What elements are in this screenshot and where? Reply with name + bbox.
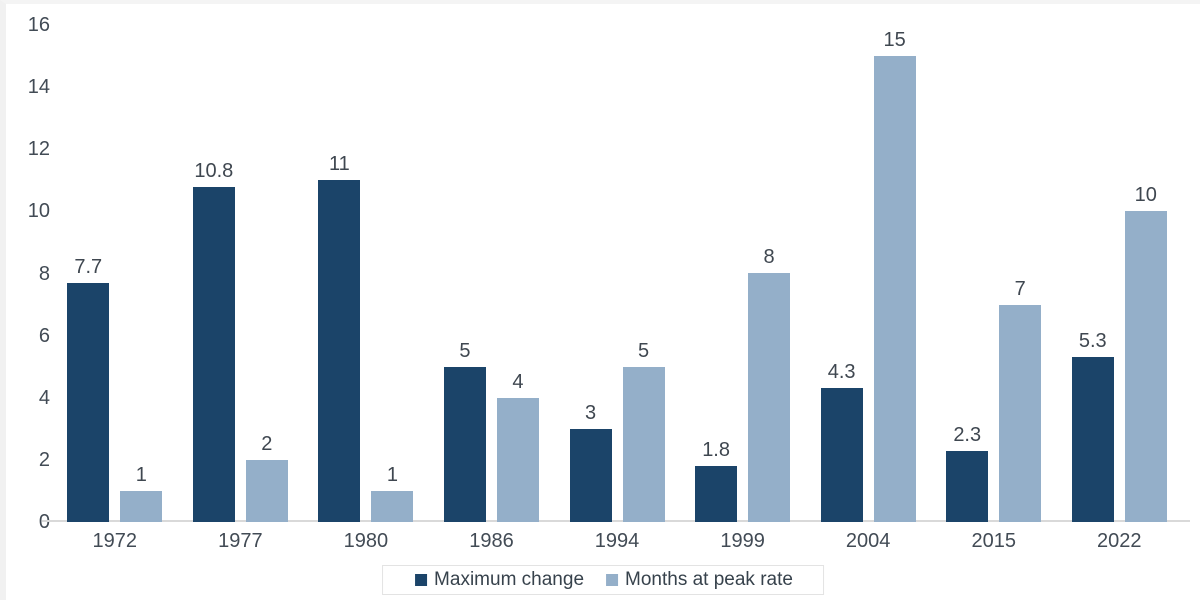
bar-slot: 4.3	[820, 361, 863, 522]
bar-value-label: 2.3	[953, 424, 982, 446]
x-axis-line	[42, 520, 1190, 522]
bar-months-at-peak-rate	[873, 56, 916, 522]
bar-slot: 10.8	[192, 160, 235, 522]
bar-value-label: 5.3	[1078, 330, 1107, 352]
legend-label-maximum-change: Maximum change	[434, 569, 585, 590]
bar-maximum-change	[443, 367, 486, 522]
y-axis-tick-label: 12	[27, 138, 50, 161]
y-axis-tick-label: 4	[38, 386, 50, 409]
bar-months-at-peak-rate	[496, 398, 539, 522]
legend-swatch-months-at-peak-rate	[606, 574, 619, 586]
y-axis: 0 2 4 6 8 10 12 14 16	[6, 4, 50, 600]
bar-slot: 11	[318, 153, 361, 522]
bar-value-label: 4	[512, 371, 524, 393]
bar-value-label: 8	[763, 246, 775, 268]
bar-months-at-peak-rate	[999, 305, 1042, 522]
bar-slot: 7	[999, 278, 1042, 522]
bar-value-label: 1.8	[702, 439, 730, 461]
y-axis-tick-label: 10	[27, 200, 50, 223]
bar-months-at-peak-rate	[245, 460, 288, 522]
x-axis: 1972 1977 1980 1986 1994 1999 2004 2015 2022	[52, 530, 1182, 553]
x-axis-category-label: 2022	[1097, 530, 1142, 552]
bar-value-label: 10	[1134, 184, 1157, 206]
bar-value-label: 5	[459, 340, 471, 362]
bar-group: 1.8 8	[680, 25, 806, 522]
bar-value-label: 7	[1014, 278, 1026, 300]
bar-months-at-peak-rate	[371, 491, 414, 522]
bar-maximum-change	[695, 466, 738, 522]
bar-group: 11 1	[303, 25, 429, 522]
bar-group: 4.3 15	[805, 25, 931, 522]
x-axis-category-label: 1980	[343, 530, 389, 552]
bar-group: 10.8 2	[178, 25, 304, 522]
bar-months-at-peak-rate	[622, 367, 665, 522]
legend-item-maximum-change: Maximum change	[415, 569, 584, 591]
x-axis-category-label: 2004	[845, 530, 891, 552]
bar-value-label: 3	[584, 402, 597, 424]
x-axis-category-label: 1986	[469, 530, 514, 552]
bar-slot: 5.3	[1071, 330, 1114, 522]
bar-slot: 3	[569, 402, 612, 522]
bar-slot: 10	[1124, 184, 1167, 522]
bar-maximum-change	[946, 451, 989, 522]
bar-slot: 1	[371, 464, 414, 522]
bar-value-label: 5	[637, 340, 650, 362]
bar-slot: 7.7	[67, 256, 110, 522]
x-axis-category-label: 1972	[92, 530, 138, 552]
bar-value-label: 15	[883, 29, 906, 51]
bar-slot: 1.8	[695, 439, 738, 522]
y-axis-tick-label: 6	[38, 324, 50, 347]
bar-value-label: 1	[135, 464, 147, 486]
bar-value-label: 7.7	[74, 256, 103, 278]
x-axis-category-label: 1977	[218, 530, 263, 552]
bar-value-label: 2	[261, 433, 273, 455]
bar-value-label: 11	[329, 153, 350, 175]
bar-group: 5.3 10	[1057, 25, 1183, 522]
bar-months-at-peak-rate	[1124, 211, 1167, 522]
y-axis-tick-label: 16	[27, 14, 50, 36]
x-axis-category-label: 1999	[720, 530, 765, 552]
bar-maximum-change	[569, 429, 612, 522]
bar-months-at-peak-rate	[748, 273, 791, 522]
bar-value-label: 4.3	[827, 361, 856, 383]
bar-maximum-change	[820, 388, 863, 522]
bar-slot: 5	[443, 340, 486, 522]
bar-slot: 5	[622, 340, 665, 522]
plot-area: 7.7 1 10.8 2 11 1 5 4 3 5 1.8 8 4.3 15 2.3 7 5.3 10	[52, 25, 1182, 522]
bar-months-at-peak-rate	[120, 491, 163, 522]
bar-slot: 2.3	[946, 424, 989, 522]
bar-group: 2.3 7	[931, 25, 1057, 522]
legend-label-months-at-peak-rate: Months at peak rate	[625, 569, 793, 590]
x-axis-category-label: 1994	[594, 530, 640, 552]
legend-item-months-at-peak-rate: Months at peak rate	[606, 569, 793, 591]
legend: Maximum change Months at peak rate	[382, 565, 824, 595]
bar-slot: 8	[748, 246, 791, 522]
bar-value-label: 1	[386, 464, 398, 486]
bar-group: 7.7 1	[52, 25, 178, 522]
y-axis-tick-label: 14	[27, 76, 50, 99]
bar-maximum-change	[1071, 357, 1114, 522]
y-axis-tick-label: 2	[38, 448, 50, 471]
y-axis-tick-label: 8	[38, 262, 50, 285]
bar-maximum-change	[318, 180, 361, 522]
bar-slot: 1	[120, 464, 163, 522]
bar-maximum-change	[67, 283, 110, 522]
bar-slot: 2	[245, 433, 288, 522]
bar-maximum-change	[192, 187, 235, 522]
bar-value-label: 10.8	[194, 160, 234, 182]
bar-slot: 4	[496, 371, 539, 522]
legend-swatch-maximum-change	[415, 574, 428, 586]
x-axis-category-label: 2015	[971, 530, 1016, 552]
bar-slot: 15	[873, 29, 916, 522]
y-axis-tick-label: 0	[38, 511, 50, 533]
